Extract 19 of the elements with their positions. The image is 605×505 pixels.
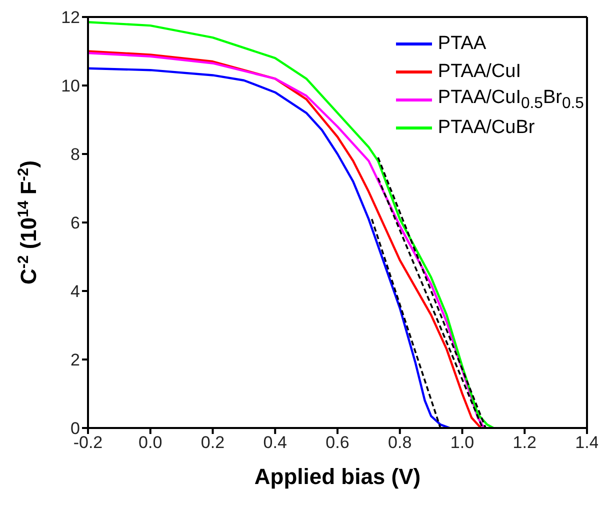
y-tick-label: 2 [70, 350, 80, 370]
x-tick-label: 1.0 [450, 433, 474, 452]
legend-label: PTAA [438, 33, 486, 55]
legend-label: PTAA/CuI [438, 61, 521, 83]
x-tick-label: 0.2 [200, 433, 225, 452]
x-tick-label: 0.0 [138, 433, 162, 452]
y-tick-label: 12 [61, 8, 80, 28]
x-tick-label: 1.2 [512, 433, 536, 452]
x-tick-label: 0.4 [263, 433, 287, 452]
y-tick-label: 10 [61, 76, 80, 96]
y-tick-label: 8 [70, 145, 80, 164]
x-tick-label: 1.4 [575, 433, 599, 452]
x-tick-label: 0.8 [388, 433, 412, 452]
legend-label: PTAA/CuI$_{0.5}$Br$_{0.5}$ [438, 87, 584, 113]
y-tick-label: 4 [70, 282, 80, 302]
y-tick-label: 6 [70, 214, 80, 233]
x-axis-title: Applied bias (V) [254, 464, 421, 489]
x-tick-label: 0.6 [326, 433, 350, 452]
legend-label: PTAA/CuBr [438, 117, 535, 139]
